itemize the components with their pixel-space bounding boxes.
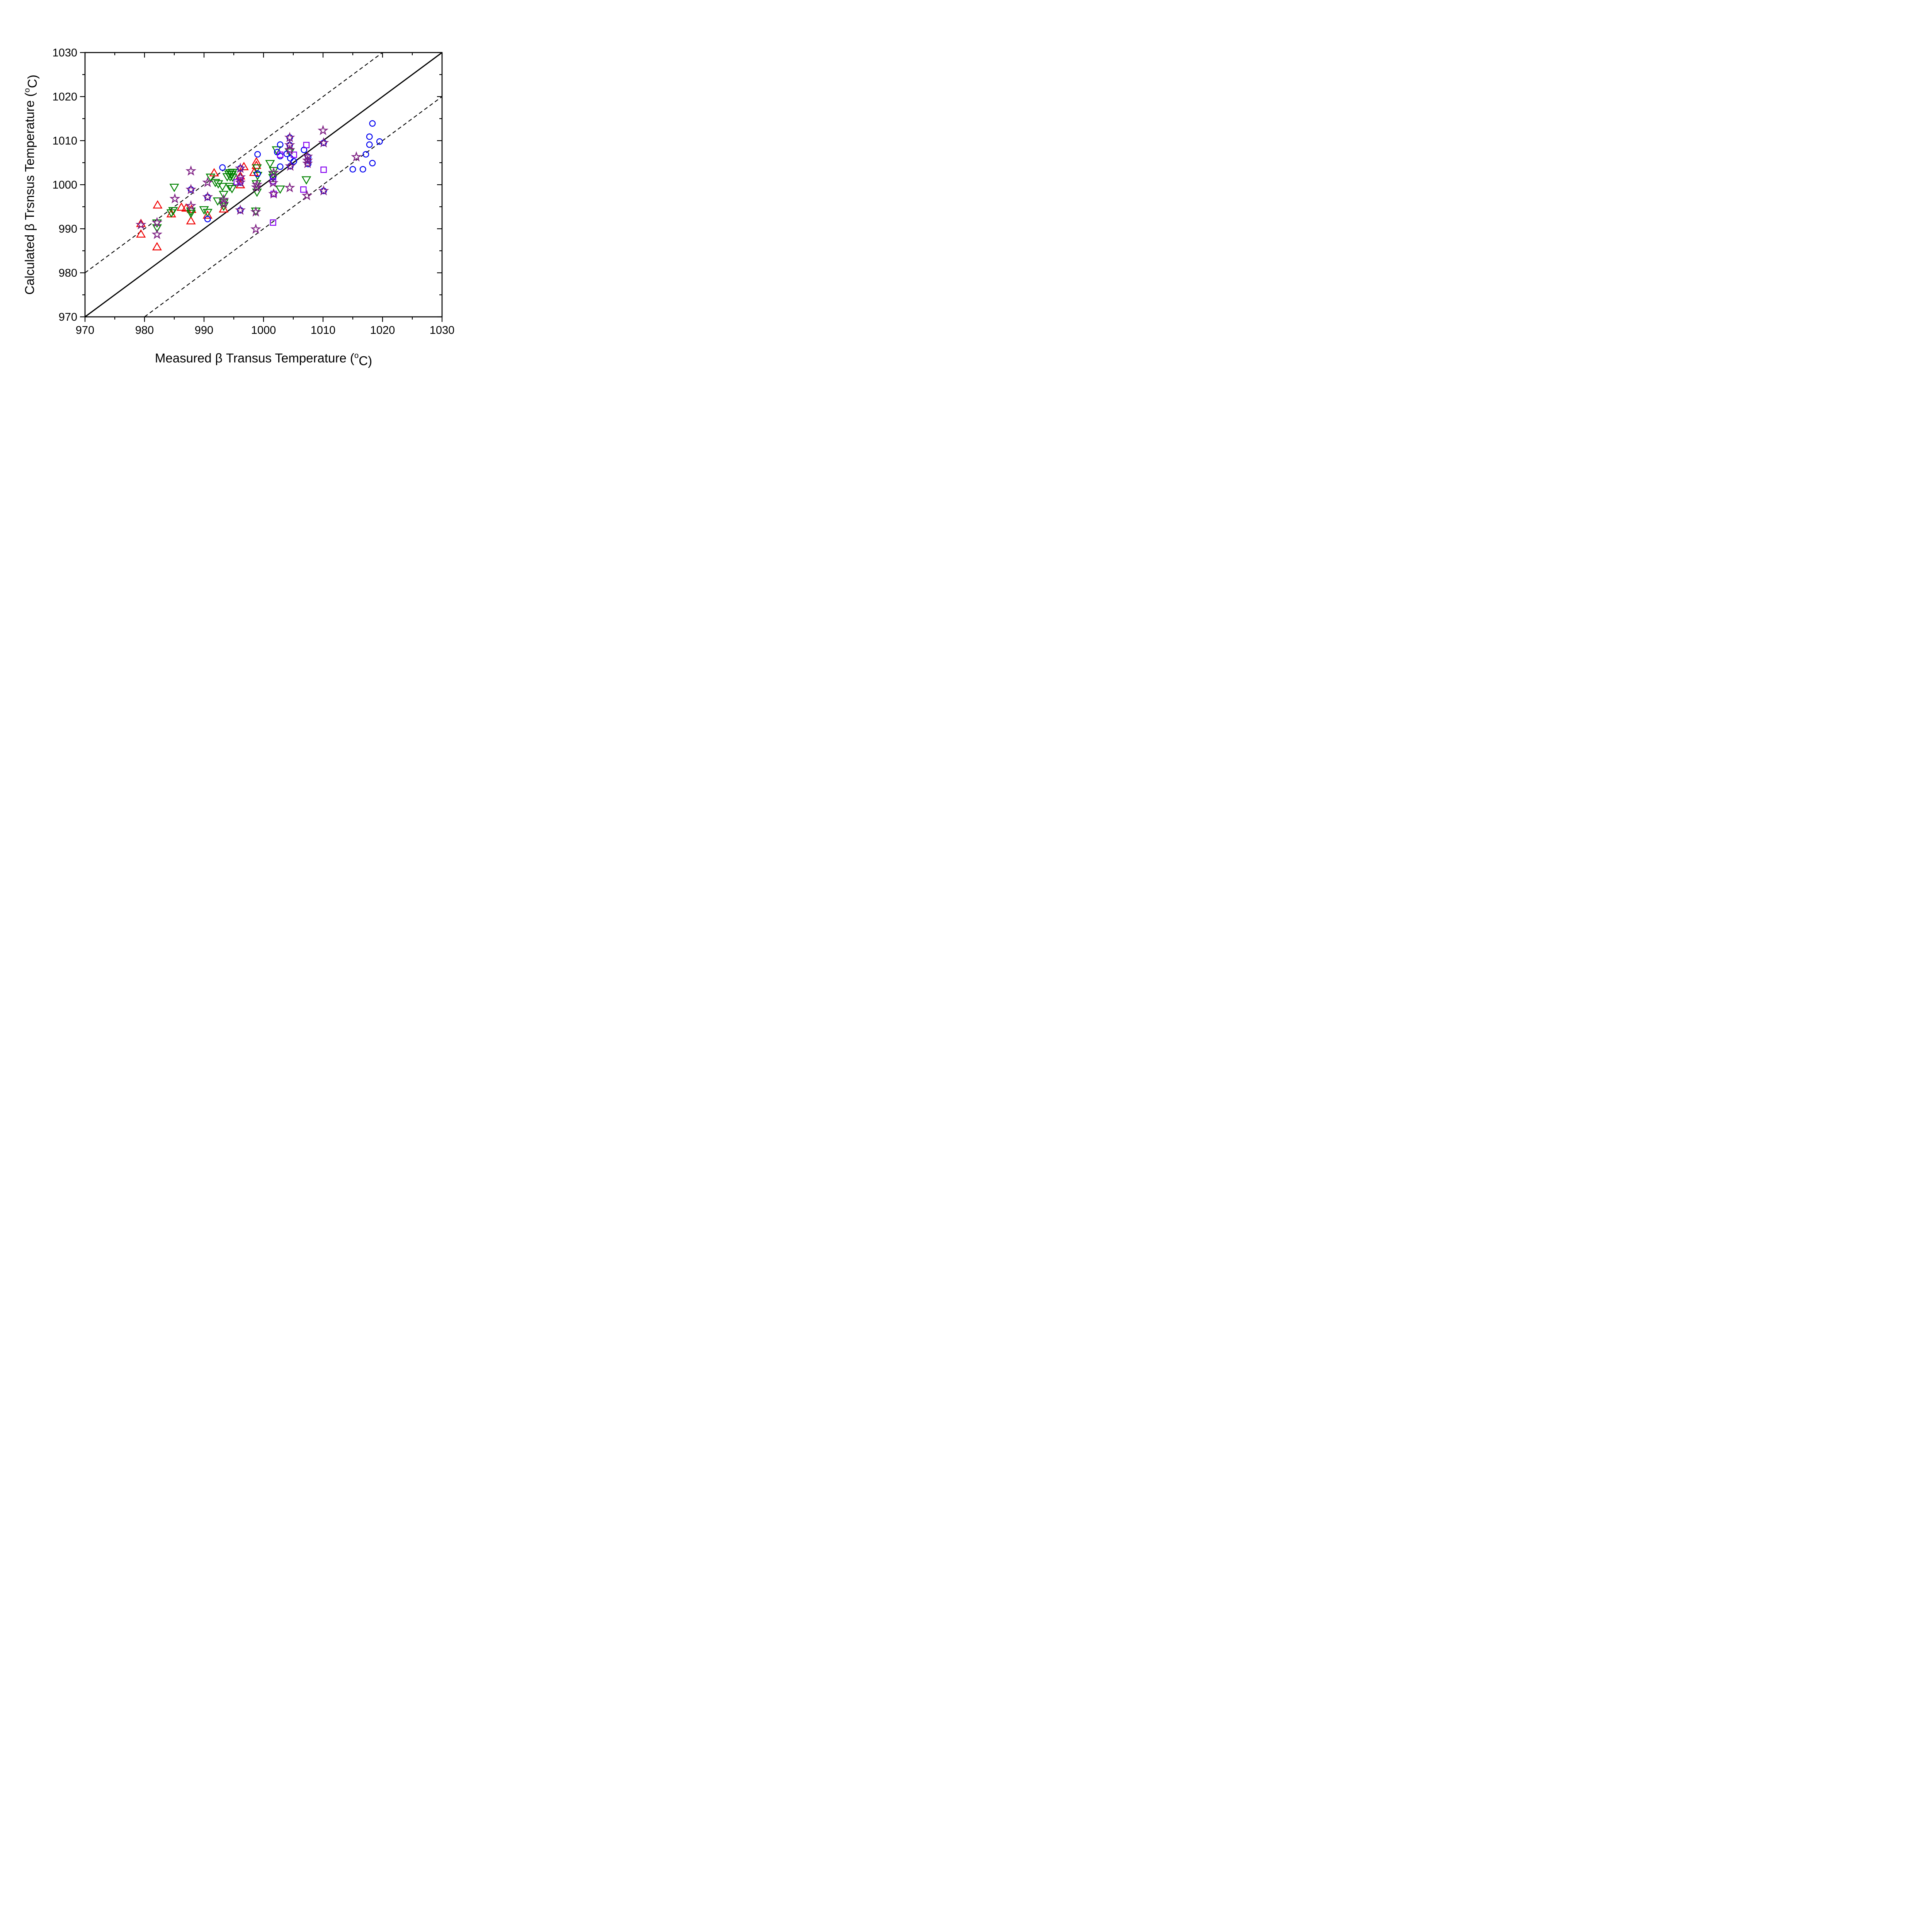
- y-tick-label: 970: [59, 311, 77, 323]
- x-tick-labels: 970 980 990 1000 1010 1020 1030: [76, 324, 454, 337]
- scatter-plot: 970 980 990 1000 1010 1020 1030 970 980 990 1000 10…: [0, 0, 495, 390]
- y-tick-label: 1010: [52, 135, 77, 147]
- y-axis-title: Calculated β Trsnsus Temperature (oC): [22, 75, 39, 295]
- scatter-figure: 970 980 990 1000 1010 1020 1030 970 980 990 1000 10…: [0, 0, 495, 390]
- reference-lines: [85, 52, 442, 318]
- x-axis-title: Measured β Transus Temperature (oC): [155, 351, 372, 368]
- x-tick-label: 1020: [370, 324, 395, 337]
- x-tick-label: 1030: [430, 324, 455, 337]
- y-tick-label: 1000: [52, 179, 77, 191]
- x-tick-label: 1010: [311, 324, 336, 337]
- lower-band-line: [144, 96, 442, 317]
- y-tick-label: 1030: [52, 47, 77, 59]
- y-tick-labels: 970 980 990 1000 1010 1020 1030: [52, 47, 77, 323]
- y-tick-label: 990: [59, 223, 77, 235]
- x-tick-label: 980: [135, 324, 154, 337]
- y-tick-label: 1020: [52, 91, 77, 103]
- x-tick-label: 990: [195, 324, 213, 337]
- x-tick-label: 970: [76, 324, 94, 337]
- axis-ticks: [80, 52, 443, 322]
- x-tick-label: 1000: [251, 324, 276, 337]
- series-purple-stars: [135, 125, 362, 239]
- upper-band-line: [85, 52, 383, 273]
- y-tick-label: 980: [59, 267, 77, 279]
- identity-line: [85, 52, 442, 318]
- plot-background: [0, 0, 495, 390]
